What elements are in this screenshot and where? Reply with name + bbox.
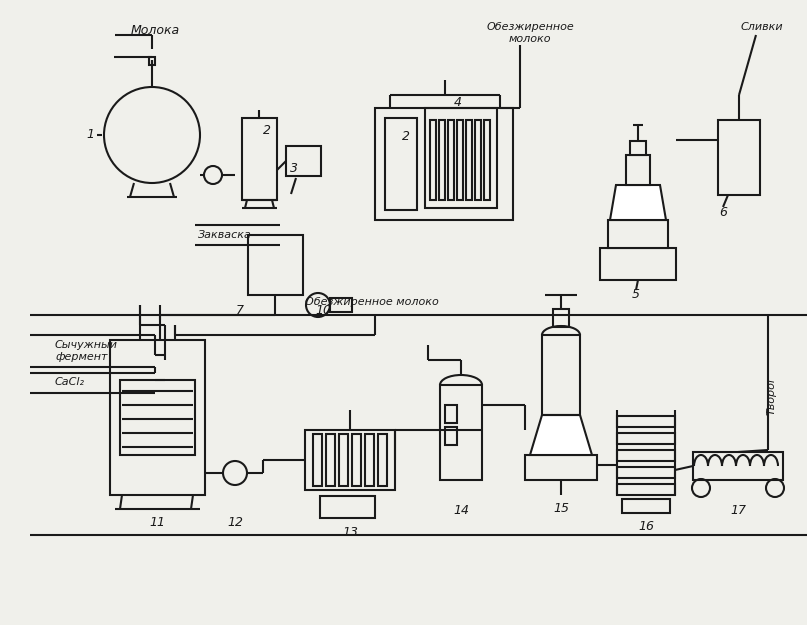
Bar	[466, 120, 472, 200]
Bar	[622, 499, 670, 513]
Text: 5: 5	[632, 289, 640, 301]
Bar	[365, 434, 374, 486]
Text: 13: 13	[342, 526, 358, 539]
Bar	[326, 434, 335, 486]
Bar	[339, 434, 348, 486]
Bar	[430, 120, 436, 200]
Bar	[457, 120, 463, 200]
Bar	[286, 146, 321, 176]
Bar	[320, 496, 375, 518]
Text: Сливки: Сливки	[741, 22, 784, 32]
Bar	[448, 120, 454, 200]
Bar	[475, 120, 481, 200]
Bar	[110, 340, 205, 495]
Bar	[120, 380, 195, 455]
Bar	[439, 120, 445, 200]
Text: CaCl₂: CaCl₂	[55, 377, 85, 387]
Text: 17: 17	[730, 504, 746, 516]
Bar	[440, 385, 482, 480]
Text: Сычужный: Сычужный	[55, 340, 118, 350]
Text: Молока: Молока	[131, 24, 180, 36]
Bar	[600, 248, 676, 280]
Bar	[385, 118, 417, 210]
Bar	[352, 434, 361, 486]
Bar	[617, 450, 675, 461]
Bar	[445, 405, 457, 423]
Bar	[305, 430, 395, 490]
Text: 7: 7	[236, 304, 244, 316]
Text: 6: 6	[719, 206, 727, 219]
Bar	[693, 452, 783, 480]
Text: 1: 1	[86, 129, 94, 141]
Bar	[617, 416, 675, 427]
Text: 2: 2	[263, 124, 271, 136]
Bar	[617, 467, 675, 478]
Bar	[330, 298, 352, 312]
Bar	[630, 141, 646, 155]
Bar	[484, 120, 490, 200]
Bar	[149, 57, 155, 65]
Text: 4: 4	[454, 96, 462, 109]
Text: фермент: фермент	[55, 352, 107, 362]
Text: Обезжиренное: Обезжиренное	[486, 22, 574, 32]
Text: Творог: Творог	[767, 375, 777, 415]
Bar	[378, 434, 387, 486]
Text: Обезжиренное молоко: Обезжиренное молоко	[305, 297, 439, 307]
Bar	[626, 155, 650, 185]
Bar	[445, 427, 457, 445]
Bar	[542, 335, 580, 415]
Text: 3: 3	[290, 161, 298, 174]
Bar	[525, 455, 597, 480]
Text: 12: 12	[227, 516, 243, 529]
Text: 10: 10	[315, 304, 331, 316]
Text: 11: 11	[149, 516, 165, 529]
Bar	[248, 235, 303, 295]
Text: 16: 16	[638, 521, 654, 534]
Bar	[242, 118, 277, 200]
Text: 2: 2	[402, 129, 410, 142]
Bar	[313, 434, 322, 486]
Polygon shape	[530, 415, 592, 455]
Bar	[375, 108, 513, 220]
Text: Закваска: Закваска	[198, 230, 252, 240]
Bar	[617, 433, 675, 444]
Bar	[425, 108, 497, 208]
Text: молоко: молоко	[508, 34, 551, 44]
Polygon shape	[610, 185, 666, 220]
Bar	[553, 309, 569, 327]
Bar	[718, 120, 760, 195]
Bar	[617, 484, 675, 495]
Bar	[608, 220, 668, 248]
Text: 15: 15	[553, 501, 569, 514]
Text: 14: 14	[453, 504, 469, 516]
